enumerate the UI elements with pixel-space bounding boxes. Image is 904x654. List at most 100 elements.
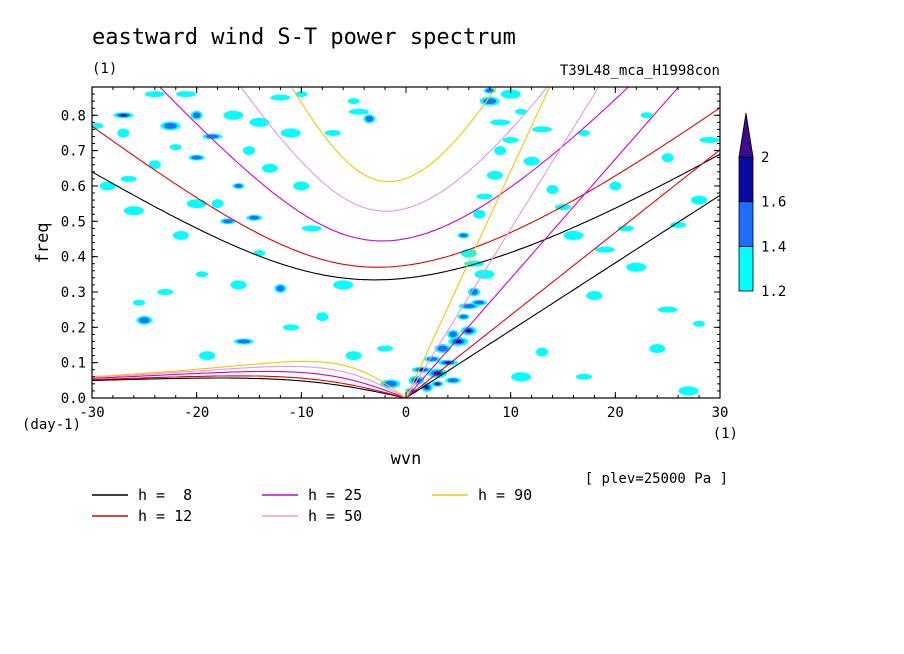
y-tick-label: 0.0 [61, 391, 86, 407]
kelvin-curve [405, 87, 680, 398]
colorbar-segment [738, 245, 754, 292]
power-patch [261, 163, 278, 173]
power-patch [594, 246, 615, 253]
power-patch [661, 153, 674, 163]
power-patch [295, 91, 308, 98]
power-patch [426, 357, 438, 362]
power-patch [249, 215, 260, 220]
x-tick-label: -20 [184, 405, 209, 421]
power-patch [494, 146, 507, 156]
power-patch [169, 144, 182, 151]
legend-label: h = 8 [138, 486, 192, 504]
y-axis-title: freq [33, 223, 53, 264]
power-patch [577, 129, 590, 136]
rossby-curve [92, 375, 407, 398]
y-tick-label: 0.3 [61, 285, 86, 301]
gravity-wave-curve [92, 107, 720, 268]
power-patch [365, 115, 374, 122]
rossby-curve [92, 377, 407, 398]
y-tick-label: 0.6 [61, 179, 86, 195]
power-patch [586, 291, 603, 301]
power-patch [347, 98, 360, 105]
power-patch [123, 206, 144, 216]
gravity-wave-curve [92, 153, 720, 281]
power-patch [435, 382, 440, 385]
power-patch [377, 345, 394, 352]
power-patch [293, 181, 310, 191]
power-patch [424, 385, 430, 389]
power-patch [502, 137, 519, 144]
power-patch [474, 300, 485, 305]
power-patch [476, 193, 493, 200]
power-patch [282, 324, 299, 331]
power-patch [575, 373, 592, 380]
rossby-curve [92, 370, 407, 398]
power-patch [532, 126, 553, 133]
power-patch [474, 269, 495, 279]
power-patch [693, 320, 706, 327]
power-patch [192, 112, 201, 119]
power-patch [276, 285, 285, 292]
power-patch [348, 108, 369, 115]
legend-label: h = 50 [308, 507, 362, 525]
power-patch [191, 155, 202, 160]
power-patch [459, 233, 468, 238]
colorbar-segment [738, 201, 754, 247]
power-patch [649, 344, 666, 354]
power-patch [199, 351, 216, 361]
y-tick-label: 0.4 [61, 250, 86, 266]
colorbar-label: 1.4 [761, 239, 786, 255]
chart-title: eastward wind S-T power spectrum [92, 25, 516, 50]
power-patch [511, 372, 532, 382]
power-patch [119, 114, 127, 117]
power-patch [195, 271, 208, 278]
dispersion-curves [92, 87, 720, 398]
y-axis: 0.0 0.1 0.2 0.3 0.4 0.5 0.6 0.7 0.8 [61, 93, 720, 407]
power-patch [270, 94, 291, 101]
power-contours [92, 87, 720, 396]
power-patch [437, 345, 448, 352]
power-patch [515, 108, 528, 115]
power-patch [157, 288, 174, 295]
power-patch [139, 317, 150, 324]
power-patch [120, 175, 137, 182]
x-axis-title: wvn [391, 449, 422, 469]
legend-label: h = 25 [308, 486, 362, 504]
power-patch [483, 98, 497, 105]
x-tick-label: -10 [289, 405, 314, 421]
power-patch [222, 219, 234, 224]
kelvin-curve [405, 87, 600, 398]
power-patch [546, 184, 559, 194]
power-patch [466, 329, 472, 333]
power-patch [237, 339, 251, 344]
power-patch [186, 199, 207, 209]
power-patch [234, 184, 243, 188]
power-patch [500, 89, 521, 99]
rossby-curve [92, 365, 407, 398]
colorbar-label: 2 [761, 150, 769, 166]
legend-label: h = 90 [478, 486, 532, 504]
rossby-curve [92, 360, 407, 398]
x-axis-unit: (1) [713, 426, 738, 442]
power-patch [473, 209, 486, 219]
x-tick-label: -30 [79, 405, 104, 421]
power-patch [211, 199, 224, 209]
gravity-wave-curve [291, 87, 498, 183]
power-patch [144, 91, 165, 98]
power-patch [345, 351, 362, 361]
power-patch [164, 122, 177, 129]
power-patch [490, 119, 511, 126]
legend-label: h = 12 [138, 507, 192, 525]
y-axis-unit: (day-1) [22, 417, 81, 433]
power-patch [324, 129, 341, 136]
x-tick-label: 0 [402, 405, 410, 421]
power-patch [691, 195, 708, 205]
power-patch [462, 304, 476, 309]
kelvin-curve [405, 87, 551, 398]
y-tick-label: 0.2 [61, 320, 86, 336]
gravity-wave-curve [158, 87, 630, 242]
power-patch [486, 170, 503, 180]
x-axis: -30 -20 -10 0 10 20 30 [79, 87, 728, 421]
y-tick-label: 0.8 [61, 108, 86, 124]
